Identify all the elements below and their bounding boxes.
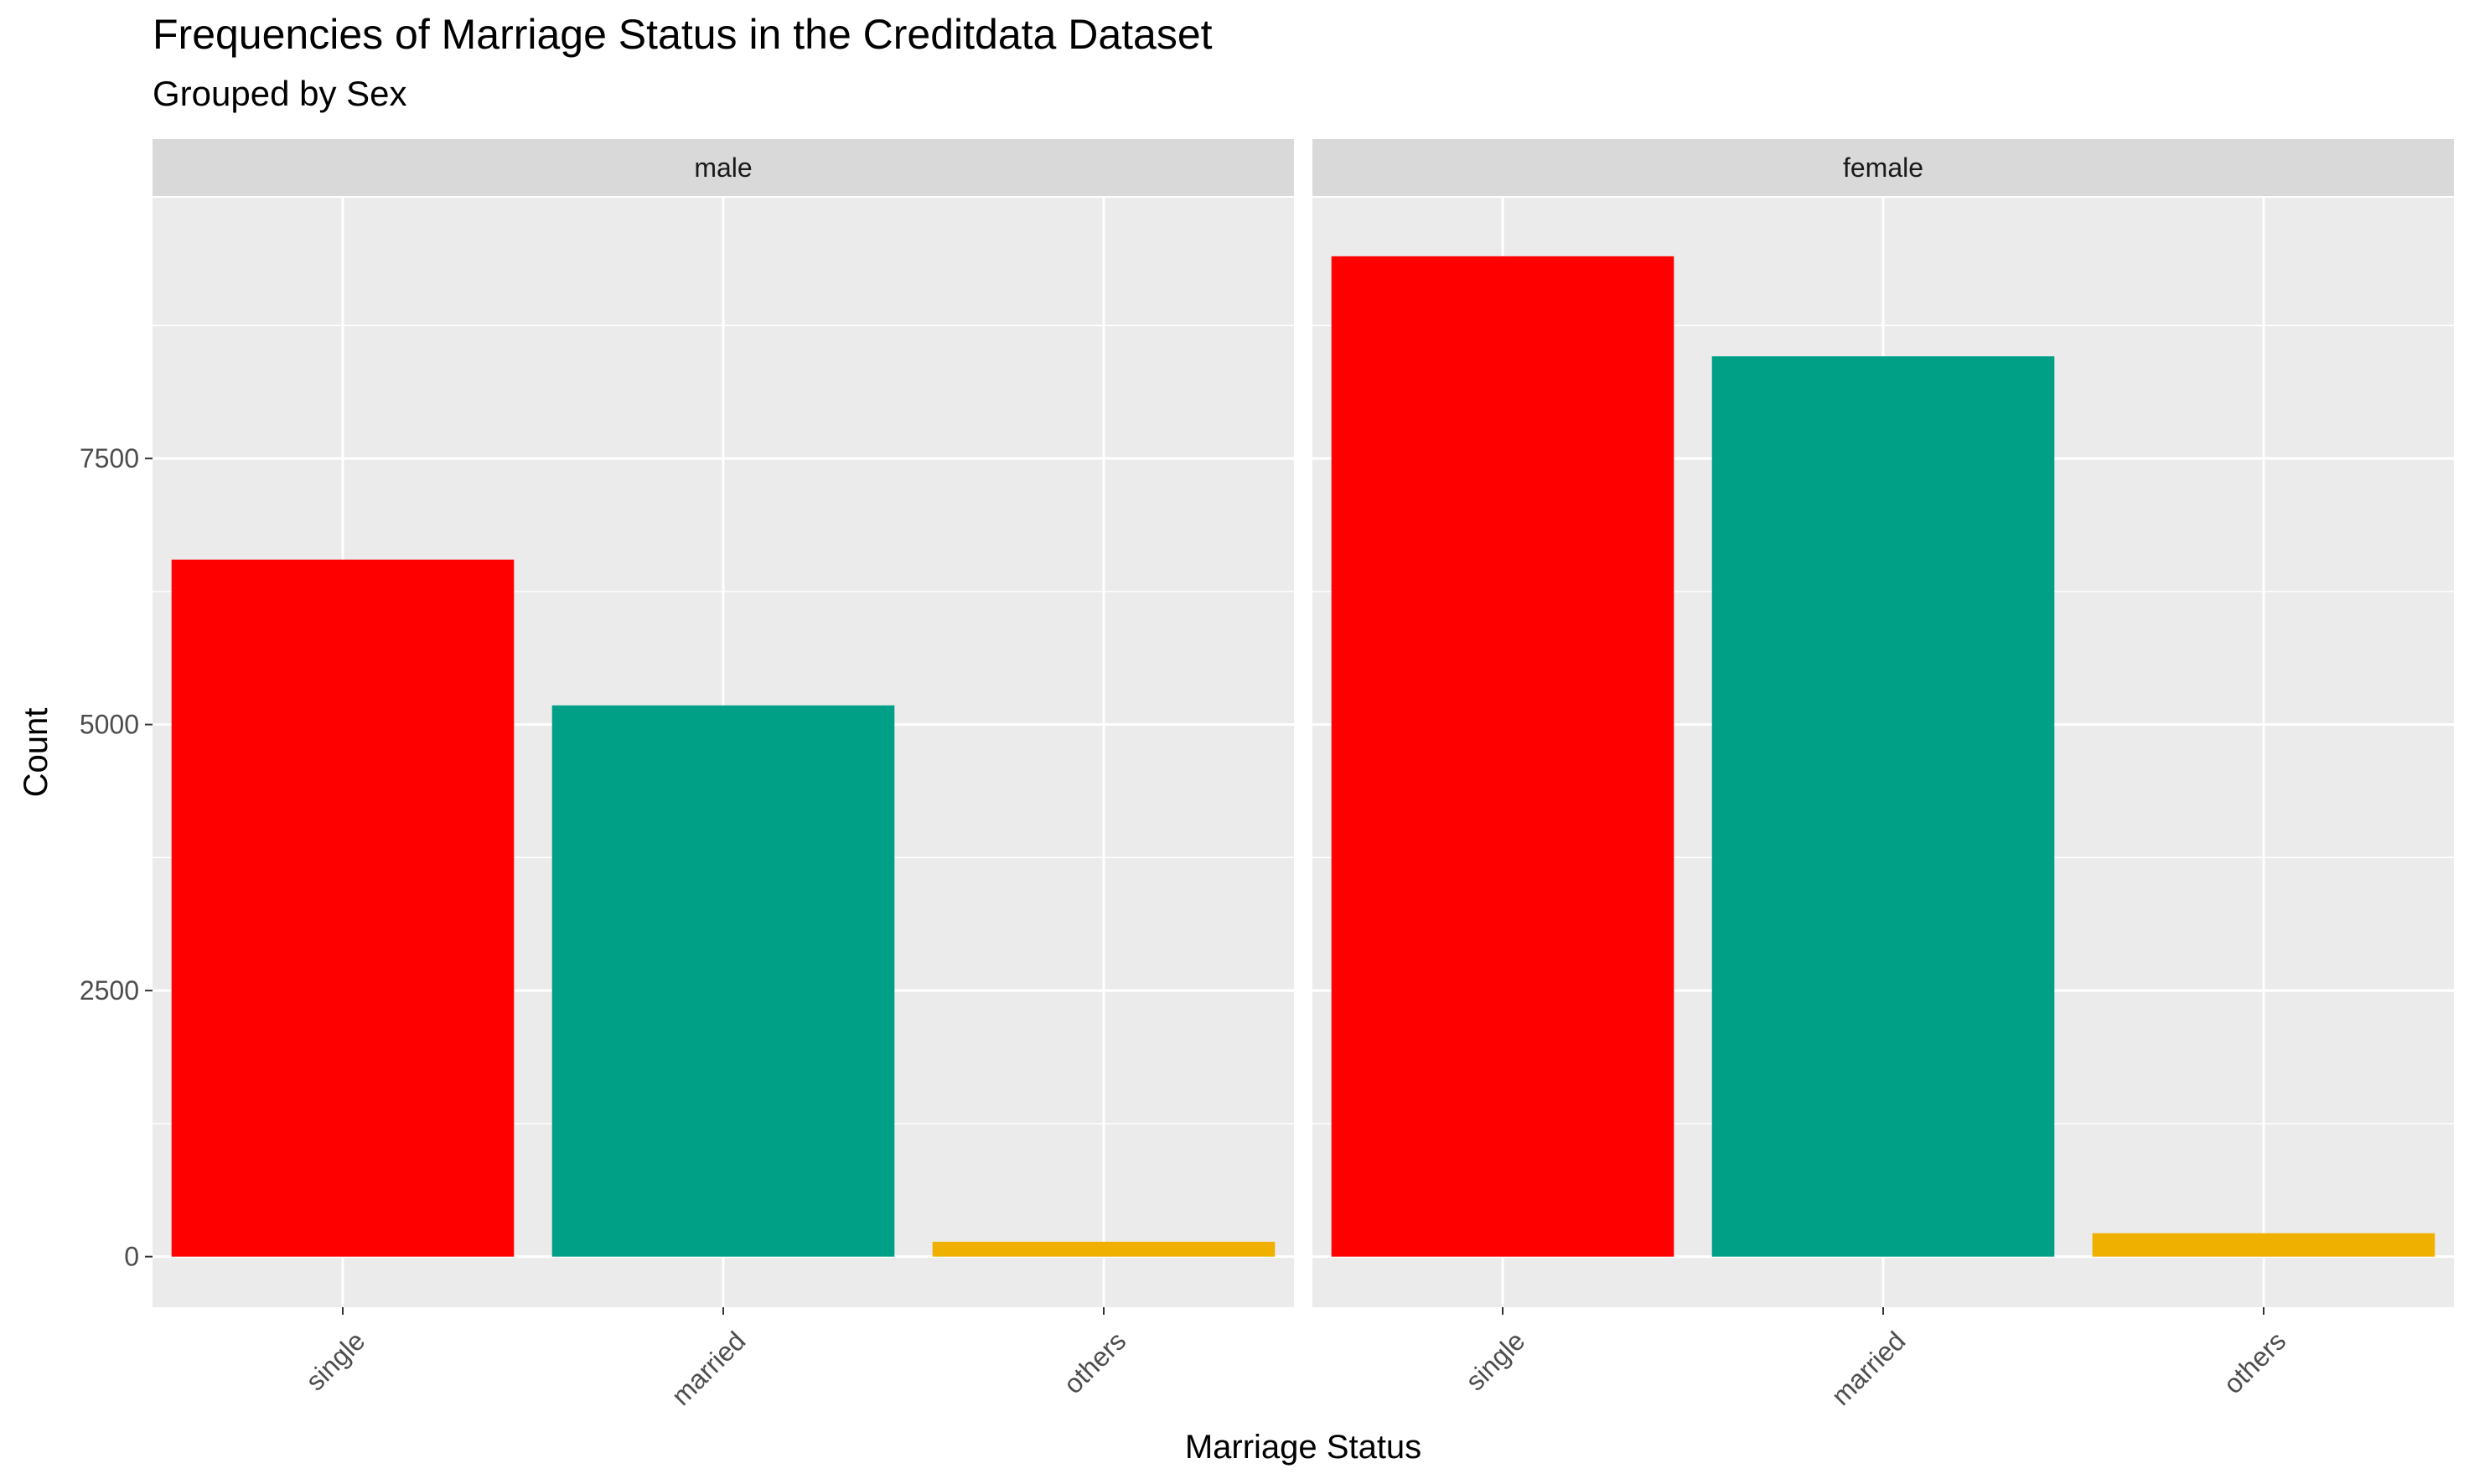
y-axis-title: Count: [18, 708, 54, 798]
facet-label-male: male: [694, 153, 752, 183]
bar-female-married: [1711, 356, 2055, 1257]
y-tick-label: 5000: [80, 710, 139, 740]
bar-female-single: [1331, 256, 1674, 1257]
bar-male-married: [551, 705, 895, 1257]
bar-male-single: [171, 559, 515, 1257]
x-axis-title: Marriage Status: [1185, 1429, 1421, 1466]
x-tick-label-others: others: [2218, 1326, 2291, 1399]
x-tick-label-others: others: [1058, 1326, 1131, 1399]
facet-strip-male: [153, 139, 1294, 196]
chart-subtitle: Grouped by Sex: [153, 74, 407, 113]
y-tick-label: 7500: [80, 443, 139, 473]
y-tick-label: 0: [124, 1242, 139, 1272]
x-tick-label-single: single: [300, 1326, 371, 1397]
facet-label-female: female: [1843, 153, 1923, 183]
y-tick-label: 2500: [80, 975, 139, 1006]
facet-strip-female: [1312, 139, 2454, 196]
bar-male-others: [932, 1241, 1276, 1257]
x-tick-label-married: married: [1825, 1326, 1911, 1411]
x-tick-label-married: married: [665, 1326, 751, 1411]
chart-title: Frequencies of Marriage Status in the Cr…: [153, 11, 1213, 58]
bar-female-others: [2092, 1233, 2435, 1257]
x-tick-label-single: single: [1460, 1326, 1531, 1397]
